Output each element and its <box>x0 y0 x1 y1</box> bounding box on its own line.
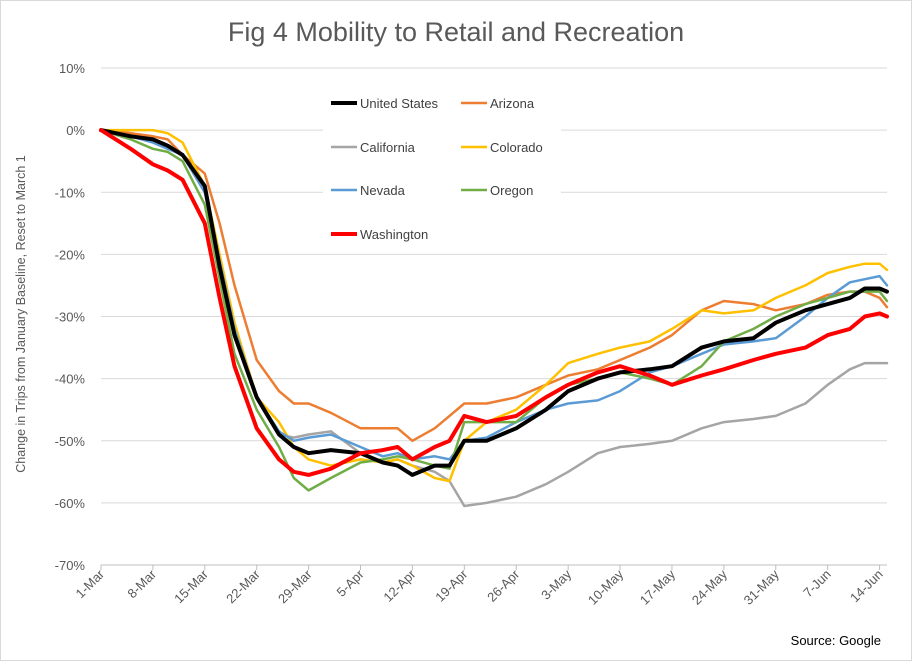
y-tick-label: -10% <box>55 185 86 200</box>
legend-label: California <box>360 140 416 155</box>
legend-label: Washington <box>360 227 428 242</box>
x-tick-label: 12-Apr <box>380 566 419 605</box>
legend-label: Colorado <box>490 140 543 155</box>
x-tick-label: 7-Jun <box>800 567 834 601</box>
x-tick-label: 14-Jun <box>847 567 886 606</box>
x-tick-label: 17-May <box>637 566 679 608</box>
legend: United States Arizona California Colorado Ne… <box>323 83 561 253</box>
x-tick-label: 19-Apr <box>432 566 471 605</box>
y-tick-label: 10% <box>59 61 85 76</box>
series-line-arizona <box>99 128 889 443</box>
y-tick-label: -40% <box>55 372 86 387</box>
x-tick-label: 31-May <box>741 566 783 608</box>
y-tick-label: -50% <box>55 434 86 449</box>
series-line-united-states <box>99 128 889 477</box>
y-tick-label: -20% <box>55 247 86 262</box>
chart-title: Fig 4 Mobility to Retail and Recreation <box>228 17 684 47</box>
x-tick-label: 24-May <box>689 566 731 608</box>
legend-label: United States <box>360 96 439 111</box>
legend-label: Oregon <box>490 183 533 198</box>
y-tick-label: -60% <box>55 496 86 511</box>
y-tick-label: 0% <box>66 123 85 138</box>
series-line-oregon <box>99 128 889 492</box>
series-line-washington <box>99 128 889 477</box>
y-axis-label: Change in Trips from January Baseline, R… <box>14 155 28 473</box>
legend-label: Arizona <box>490 96 535 111</box>
legend-label: Nevada <box>360 183 406 198</box>
y-tick-label: -30% <box>55 310 86 325</box>
x-tick-labels: 1-Mar 8-Mar 15-Mar 22-Mar 29-Mar 5-Apr 12-Apr 1… <box>73 566 886 608</box>
x-tick-label: 22-Mar <box>223 566 263 606</box>
series-lines <box>99 128 889 508</box>
x-tick-label: 5-Apr <box>334 566 368 600</box>
y-tick-label: -70% <box>55 558 86 573</box>
legend-background <box>323 83 561 253</box>
x-tick-label: 10-May <box>585 566 627 608</box>
series-line-colorado <box>99 128 889 483</box>
source-note: Source: Google <box>791 633 881 648</box>
x-tick-label: 29-Mar <box>275 566 315 606</box>
x-tick-label: 26-Apr <box>484 566 523 605</box>
x-tick-label: 15-Mar <box>171 566 211 606</box>
gridlines <box>100 67 887 570</box>
x-tick-label: 3-May <box>538 566 574 602</box>
y-tick-labels: 10% 0% -10% -20% -30% -40% -50% -60% -70% <box>55 61 86 573</box>
x-tick-label: 8-Mar <box>124 566 159 601</box>
